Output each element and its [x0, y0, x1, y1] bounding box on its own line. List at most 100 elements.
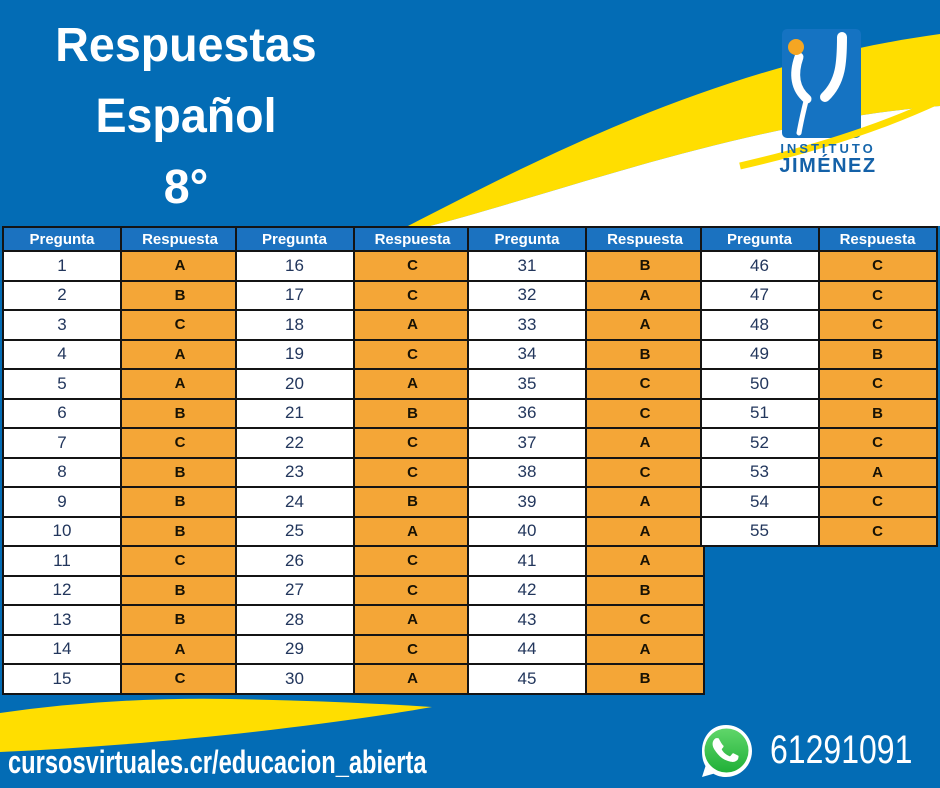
question-cell: 55 [699, 515, 820, 547]
question-cell: 28 [234, 604, 355, 636]
answer-cell: B [120, 279, 240, 311]
table-row: 34 B [467, 338, 705, 370]
table-row: 12 B [2, 574, 240, 606]
table-row: 10 B [2, 515, 240, 547]
question-cell: 39 [467, 486, 587, 518]
logo-institute-surname: JIMÉNEZ [779, 155, 877, 177]
answer-cell: C [817, 486, 938, 518]
question-cell: 12 [2, 574, 122, 606]
table-row: 25 A [234, 515, 473, 547]
logo-j-stroke [820, 32, 847, 102]
question-cell: 15 [2, 663, 122, 695]
column-header: Respuesta [817, 226, 938, 252]
question-cell: 54 [699, 486, 820, 518]
logo-yellow-arc [739, 96, 940, 170]
table-row: 48 C [699, 309, 938, 341]
question-cell: 13 [2, 604, 122, 636]
question-cell: 7 [2, 427, 122, 459]
answer-cell: B [352, 486, 473, 518]
title-line-1: Respuestas [55, 19, 317, 72]
answer-cell: C [120, 427, 240, 459]
answer-cell: C [352, 250, 473, 282]
table-row: 39 A [467, 486, 705, 518]
table-row: 42 B [467, 574, 705, 606]
table-row: 19 C [234, 338, 473, 370]
answer-cell: B [585, 663, 705, 695]
table-row: 53 A [699, 456, 938, 488]
answer-cell: C [120, 545, 240, 577]
column-header: Respuesta [585, 226, 705, 252]
answer-cell: A [817, 456, 938, 488]
answer-cell: A [585, 486, 705, 518]
answer-cell: A [585, 515, 705, 547]
table-row: 14 A [2, 633, 240, 665]
answer-cell: A [352, 604, 473, 636]
answer-table: Pregunta Respuesta 1 A 2 B 3 C 4 A 5 A 6 B 7 C 8 B 9 B 10 B 11… [2, 226, 938, 696]
answer-cell: C [120, 309, 240, 341]
answer-cell: B [120, 515, 240, 547]
answer-cell: A [585, 279, 705, 311]
table-row: 13 B [2, 604, 240, 636]
table-row: 28 A [234, 604, 473, 636]
table-row: 44 A [467, 633, 705, 665]
question-cell: 10 [2, 515, 122, 547]
table-row: 41 A [467, 545, 705, 577]
answer-cell: A [585, 309, 705, 341]
table-row: 55 C [699, 515, 938, 547]
question-cell: 6 [2, 397, 122, 429]
answer-cell: C [817, 250, 938, 282]
answer-cell: C [817, 515, 938, 547]
table-row: 54 C [699, 486, 938, 518]
question-cell: 29 [234, 633, 355, 665]
answer-cell: A [352, 515, 473, 547]
answer-cell: B [585, 574, 705, 606]
question-cell: 24 [234, 486, 355, 518]
question-cell: 43 [467, 604, 587, 636]
bottom-banner [0, 698, 432, 752]
table-row: 51 B [699, 397, 938, 429]
phone-number: 61291091 [770, 728, 913, 772]
logo-leg-stroke [796, 98, 809, 136]
question-cell: 34 [467, 338, 587, 370]
question-cell: 46 [699, 250, 820, 282]
answer-cell: B [817, 397, 938, 429]
column-header: Respuesta [120, 226, 240, 252]
logo-i-stroke [791, 52, 812, 104]
whatsapp-icon [702, 725, 752, 777]
question-cell: 31 [467, 250, 587, 282]
answer-cell: A [585, 545, 705, 577]
question-cell: 51 [699, 397, 820, 429]
question-cell: 38 [467, 456, 587, 488]
title-line-2: Español [95, 90, 277, 143]
answer-cell: A [585, 427, 705, 459]
answer-cell: A [585, 633, 705, 665]
answer-cell: C [352, 456, 473, 488]
answer-cell: A [120, 368, 240, 400]
answer-cell: A [120, 250, 240, 282]
answer-cell: C [585, 397, 705, 429]
answer-cell: C [585, 604, 705, 636]
answer-cell: B [120, 574, 240, 606]
instituto-jimenez-logo [739, 29, 940, 170]
question-cell: 40 [467, 515, 587, 547]
table-row: 37 A [467, 427, 705, 459]
question-cell: 49 [699, 338, 820, 370]
question-cell: 35 [467, 368, 587, 400]
table-row: 16 C [234, 250, 473, 282]
question-cell: 9 [2, 486, 122, 518]
answer-table-group: Pregunta Respuesta 16 C 17 C 18 A 19 C 20 A 21 B 22 C 23… [234, 226, 473, 695]
answer-table-group: Pregunta Respuesta 1 A 2 B 3 C 4 A 5 A 6 B 7 C 8 B 9 B 10 B 11… [2, 226, 240, 695]
table-row: 52 C [699, 427, 938, 459]
table-row: 11 C [2, 545, 240, 577]
answer-cell: A [352, 368, 473, 400]
answer-cell: B [120, 486, 240, 518]
question-cell: 32 [467, 279, 587, 311]
column-header: Pregunta [2, 226, 122, 252]
column-header: Respuesta [352, 226, 473, 252]
table-row: 27 C [234, 574, 473, 606]
question-cell: 25 [234, 515, 355, 547]
